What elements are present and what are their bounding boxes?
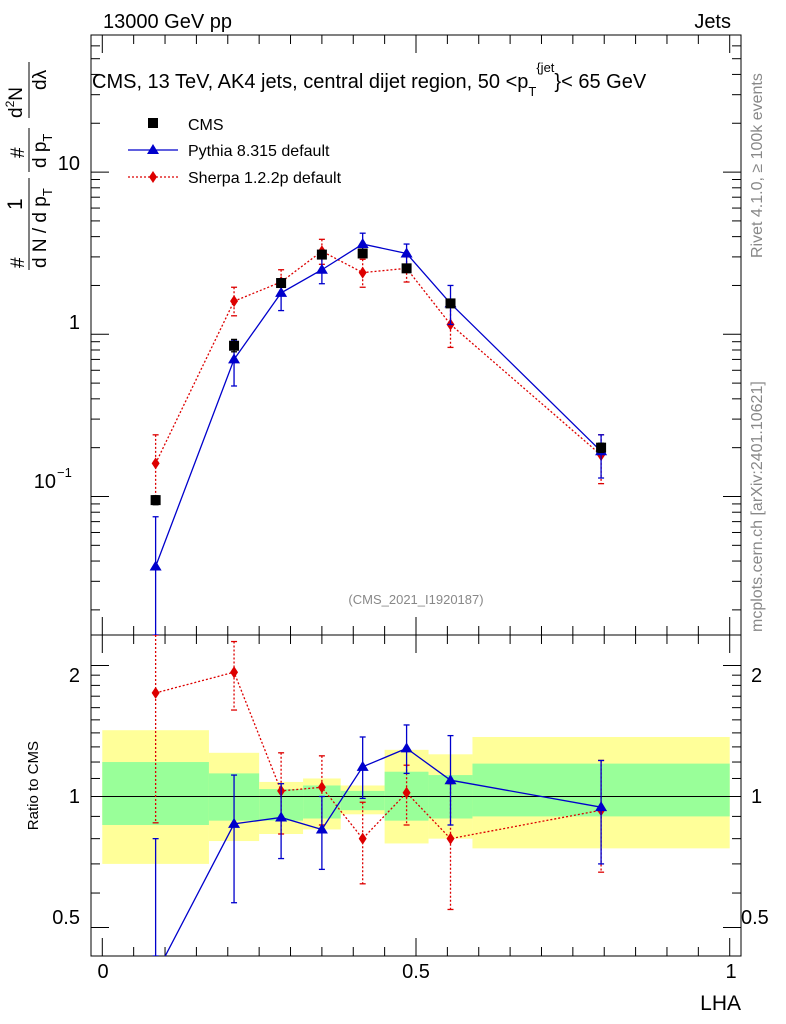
main-pythia-point-0 — [149, 560, 162, 571]
xtick-label-0p5: 0.5 — [402, 961, 430, 983]
main-pythia-point-1 — [228, 353, 241, 364]
svg-text:#: # — [8, 147, 29, 158]
ratio-ytick-label-2: 2 — [69, 665, 80, 687]
svg-text:d N / d pT: d N / d pT — [30, 188, 55, 268]
ratio-axis-ticks — [91, 635, 741, 956]
svg-text:dλ: dλ — [30, 69, 51, 90]
main-cms-point-6 — [445, 298, 456, 309]
main-cms-point-4 — [357, 248, 368, 259]
ratio-sherpa-point-1 — [230, 666, 239, 679]
legend-label-sherpa: Sherpa 1.2.2p default — [188, 170, 342, 187]
ratio-sherpa-point-3 — [317, 781, 326, 794]
xtick-label-1: 1 — [725, 961, 736, 983]
ratio-pythia-point-6 — [444, 774, 457, 785]
main-y-axis-label: # 1 d N / d pT # d pT d2N dλ — [3, 62, 55, 270]
svg-text:d2N: d2N — [3, 87, 27, 118]
legend-label-pythia: Pythia 8.315 default — [188, 143, 330, 160]
main-cms-point-5 — [401, 263, 412, 274]
main-cms-point-7 — [596, 442, 607, 453]
main-sherpa-point-1 — [230, 295, 239, 308]
analysis-watermark: (CMS_2021_I1920187) — [348, 592, 483, 607]
main-cms-point-3 — [316, 249, 327, 260]
ratio-ytick-label-0p5: 0.5 — [52, 907, 80, 929]
legend-marker-cms — [148, 118, 158, 128]
svg-text:1: 1 — [4, 198, 27, 210]
ratio-pythia-point-4 — [356, 760, 369, 771]
main-ytick-label-10: 10 — [58, 153, 80, 175]
ratio-pythia-point-7 — [595, 801, 608, 812]
main-pythia-point-4 — [356, 238, 369, 249]
rivet-version-text: Rivet 4.1.0, ≥ 100k events — [749, 73, 766, 258]
ratio-pythia-point-3 — [315, 823, 328, 834]
ratio-pythia-point-5 — [400, 742, 413, 753]
main-sherpa-point-0 — [151, 457, 160, 470]
ratio-ytick-label-right-0p5: 0.5 — [741, 907, 769, 929]
ratio-ytick-label-right-1: 1 — [751, 786, 762, 808]
plot-title: CMS, 13 TeV, AK4 jets, central dijet reg… — [92, 60, 647, 99]
main-pythia-point-2 — [275, 286, 288, 297]
main-pythia-point-5 — [400, 247, 413, 258]
legend-marker-sherpa — [149, 171, 157, 183]
ratio-pythia-line — [164, 747, 602, 956]
main-cms-point-2 — [276, 278, 287, 289]
main-pythia-point-3 — [315, 263, 328, 274]
main-ytick-label-0p1: 10 — [34, 471, 56, 493]
ratio-sherpa-point-4 — [358, 832, 367, 845]
ratio-uncertainty-bands — [102, 730, 730, 864]
xtick-label-0: 0 — [97, 961, 108, 983]
ratio-band-inner-4 — [340, 790, 385, 811]
legend: CMS Pythia 8.315 default Sherpa 1.2.2p d… — [128, 117, 342, 187]
main-sherpa-point-4 — [358, 266, 367, 279]
svg-text:#: # — [8, 257, 29, 268]
main-ytick-label-1: 1 — [69, 312, 80, 334]
main-sherpa-line — [155, 250, 602, 464]
ratio-ytick-label-right-2: 2 — [751, 665, 762, 687]
ratio-data-layer — [151, 635, 608, 956]
ratio-pythia-point-1 — [228, 817, 241, 828]
ratio-sherpa-point-6 — [446, 832, 455, 845]
x-axis-label: LHA — [700, 992, 741, 1015]
main-pythia-line — [155, 243, 602, 567]
header-left: 13000 GeV pp — [103, 11, 232, 33]
svg-text:d pT: d pT — [30, 134, 55, 168]
header-right: Jets — [694, 11, 731, 33]
main-ytick-label-0p1-exp: −1 — [57, 465, 72, 480]
main-axis-ticks — [91, 34, 741, 635]
ratio-y-axis-label: Ratio to CMS — [25, 741, 42, 830]
ratio-sherpa-point-5 — [402, 786, 411, 799]
ratio-pythia-point-2 — [275, 811, 288, 822]
main-data-layer — [149, 232, 608, 635]
ratio-sherpa-point-0 — [151, 686, 160, 699]
ratio-ytick-label-1: 1 — [69, 786, 80, 808]
mcplots-source-text: mcplots.cern.ch [arXiv:2401.10621] — [749, 381, 766, 632]
legend-marker-pythia — [147, 144, 159, 154]
legend-label-cms: CMS — [188, 117, 224, 134]
main-cms-point-1 — [229, 340, 240, 351]
main-cms-point-0 — [150, 495, 161, 506]
